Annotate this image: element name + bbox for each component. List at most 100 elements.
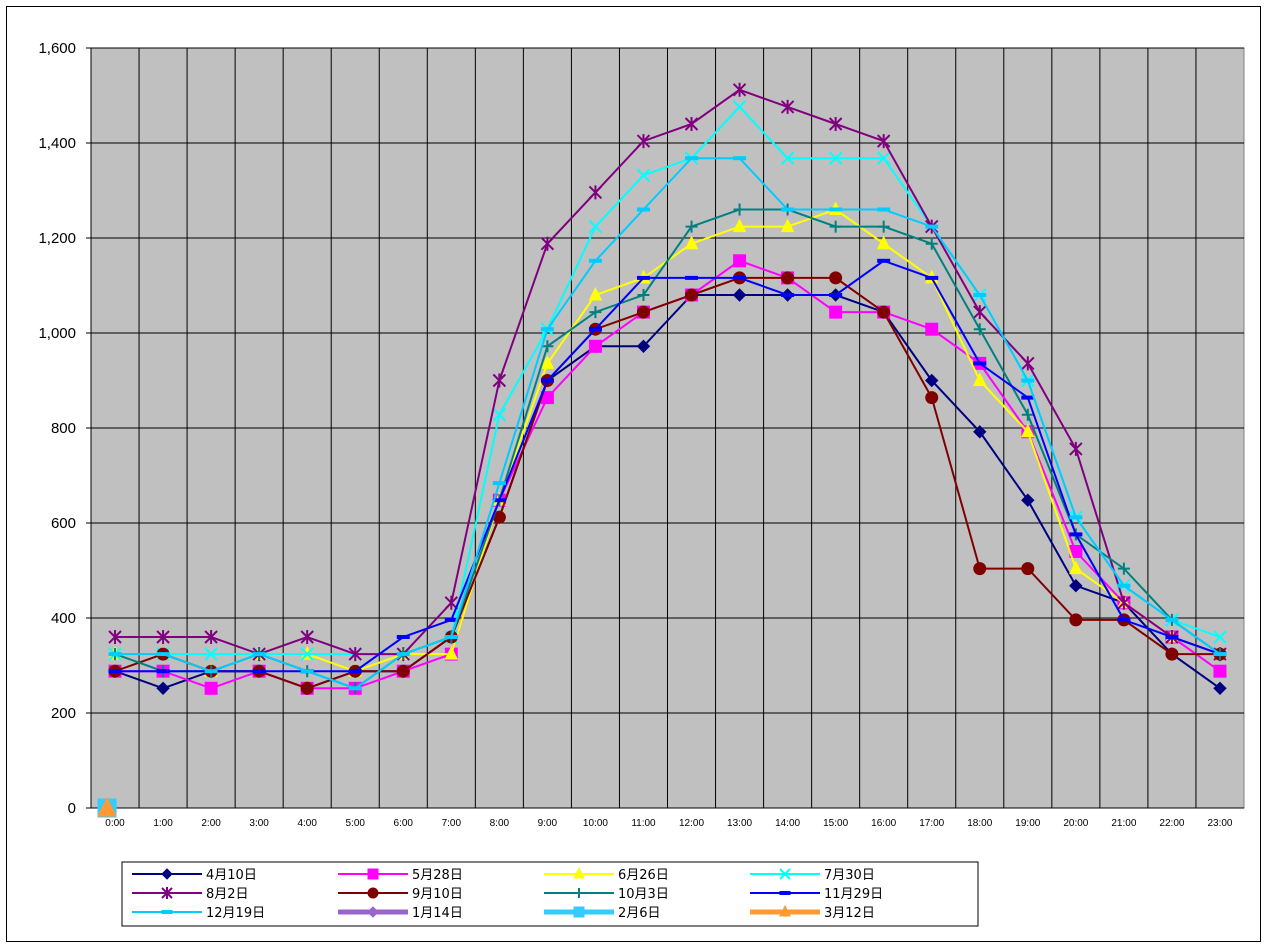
dash-marker (636, 275, 650, 280)
dash-marker (1213, 652, 1227, 657)
x-tick-label: 6:00 (394, 818, 414, 829)
x-tick-label: 21:00 (1111, 818, 1136, 829)
series-11 (97, 796, 117, 817)
dash-marker (1069, 515, 1083, 520)
x-marker (828, 151, 843, 165)
series-line (115, 88, 1221, 656)
legend-item: 12月19日 (132, 906, 265, 921)
legend-label: 11月29日 (824, 887, 883, 902)
plus-marker (685, 220, 698, 233)
triangle-marker (573, 866, 585, 879)
legend-item: 11月29日 (750, 887, 883, 902)
dash-marker (108, 652, 122, 657)
x-marker (732, 100, 747, 114)
star-marker (161, 887, 173, 899)
series-line (115, 259, 1221, 673)
star-marker (876, 134, 891, 149)
diamond-marker (1213, 681, 1227, 696)
plus-marker (1117, 562, 1130, 575)
square-marker (367, 868, 379, 880)
plus-marker (574, 888, 584, 898)
legend-label: 4月10日 (206, 868, 257, 883)
legend-label: 9月10日 (412, 887, 463, 902)
dash-marker (1069, 532, 1083, 537)
triangle-marker (540, 355, 555, 369)
x-marker (492, 407, 507, 422)
dash-marker (925, 275, 939, 280)
y-tick-label: 1,200 (38, 230, 76, 247)
star-marker (973, 305, 987, 320)
series-line (114, 276, 1220, 690)
triangle-marker (1069, 560, 1083, 575)
star-marker (108, 630, 122, 644)
dash-marker (540, 378, 554, 383)
legend-label: 2月6日 (618, 906, 661, 921)
x-tick-label: 8:00 (490, 818, 510, 829)
series-4 (108, 82, 1227, 662)
plus-marker (541, 340, 554, 353)
legend-item: 1月14日 (338, 906, 463, 921)
legend-label: 7月30日 (824, 868, 875, 883)
star-marker (1021, 356, 1035, 371)
triangle-marker (97, 796, 117, 817)
dash-marker (781, 207, 795, 212)
circle-marker (925, 391, 939, 405)
diamond-marker (925, 373, 939, 388)
dash-marker (636, 207, 650, 212)
x-tick-label: 15:00 (823, 818, 848, 829)
dash-marker (252, 669, 266, 674)
triangle-marker (1021, 423, 1035, 438)
circle-marker (1069, 613, 1083, 627)
x-axis-ticks: 0:00 1:00 2:00 3:00 4:00 5:00 6:00 7:00 8:00 9:00… (105, 818, 1233, 829)
dash-marker (204, 669, 218, 674)
legend-label: 1月14日 (412, 906, 463, 921)
dash-marker (733, 275, 747, 280)
star-marker (540, 236, 555, 251)
x-marker (300, 647, 314, 661)
legend-item: 9月10日 (338, 887, 463, 902)
star-marker (684, 117, 699, 131)
dash-marker (877, 207, 891, 212)
y-tick-label: 200 (51, 705, 76, 722)
star-marker (492, 373, 507, 388)
star-marker (732, 82, 747, 97)
plus-marker (829, 220, 842, 233)
y-tick-label: 1,600 (38, 40, 76, 57)
circle-marker (973, 562, 987, 576)
legend-label: 6月26日 (618, 868, 669, 883)
circle-marker (367, 887, 379, 899)
circle-marker (1021, 562, 1035, 576)
square-marker (588, 339, 602, 353)
dash-marker (877, 258, 891, 263)
legend-label: 5月28日 (412, 868, 463, 883)
star-marker (1117, 595, 1131, 610)
dash-marker (1165, 617, 1179, 622)
triangle-marker (972, 372, 987, 386)
dash-marker (1117, 583, 1131, 588)
dash-marker (540, 327, 554, 332)
y-tick-label: 1,400 (38, 135, 76, 152)
legend-label: 3月12日 (824, 906, 875, 921)
square-marker (733, 254, 747, 268)
diamond-marker (732, 288, 747, 302)
diamond-marker (636, 339, 651, 354)
x-tick-label: 12:00 (679, 818, 704, 829)
x-marker (636, 168, 651, 183)
star-marker (780, 99, 795, 114)
x-tick-label: 4:00 (297, 818, 317, 829)
diamond-marker (1069, 578, 1083, 593)
diamond-marker (973, 425, 987, 439)
dash-marker (588, 327, 602, 332)
dash-marker (108, 669, 122, 674)
plus-marker (733, 203, 746, 216)
y-tick-label: 1,000 (38, 325, 76, 342)
series-layer (97, 82, 1227, 818)
dash-marker (829, 207, 843, 212)
dash-marker (300, 669, 314, 674)
x-tick-label: 11:00 (631, 818, 656, 829)
dash-marker (829, 293, 843, 297)
x-tick-label: 5:00 (345, 818, 365, 829)
y-tick-label: 600 (51, 515, 76, 532)
legend-item: 2月6日 (544, 906, 661, 921)
